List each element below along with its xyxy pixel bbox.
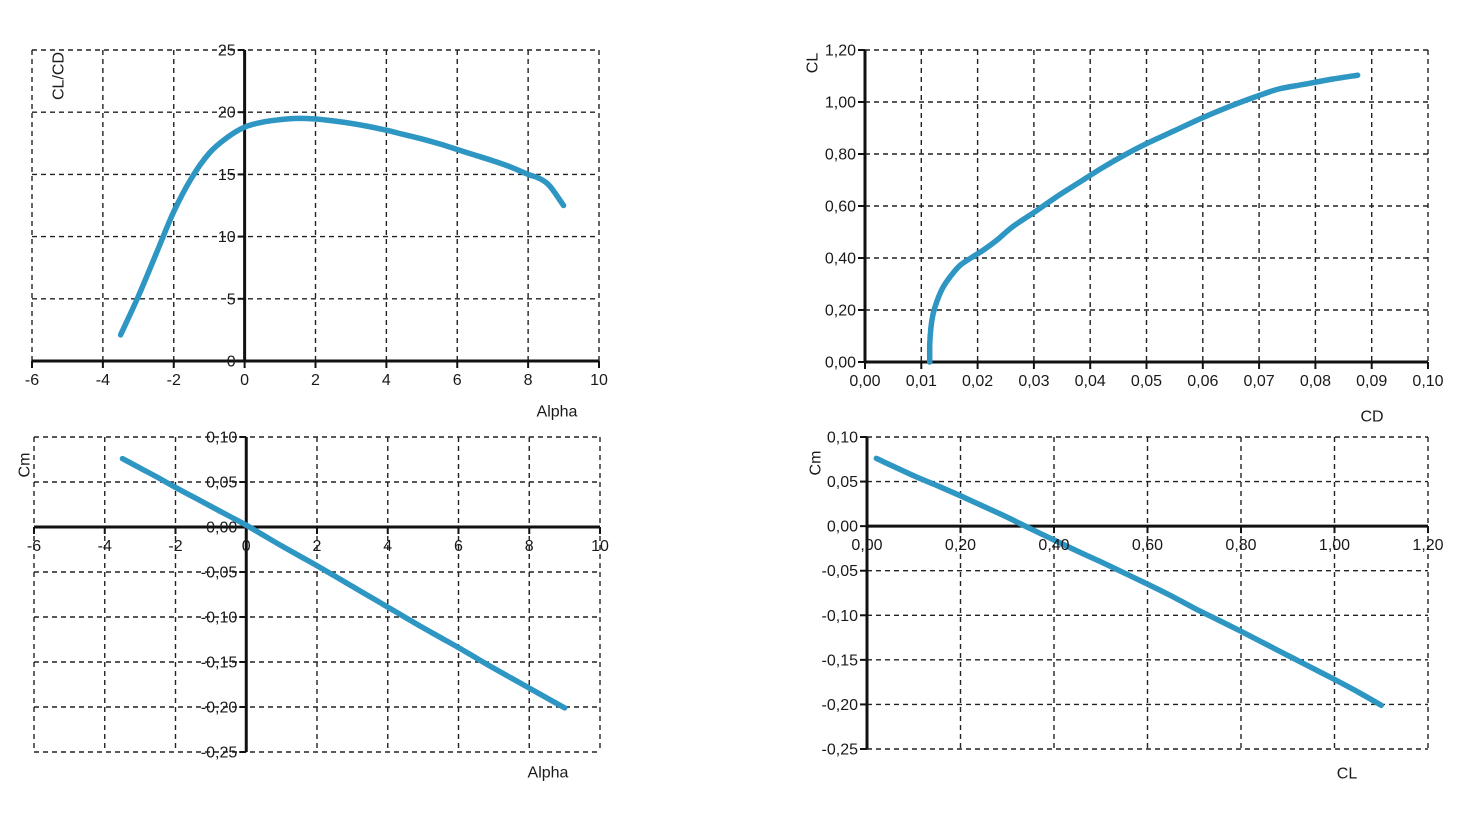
x-tick-label: 0,03 [1018, 373, 1049, 390]
gridlines [31, 49, 600, 361]
y-axis-title: Cm [808, 451, 825, 476]
x-tick-label: 0 [240, 372, 249, 389]
y-tick-label: 0,60 [825, 199, 856, 216]
x-tick-label: 4 [383, 538, 392, 555]
x-tick-label: 1,20 [1412, 537, 1443, 554]
x-tick-label: 0,01 [906, 373, 937, 390]
y-tick-label: 0,20 [825, 303, 856, 320]
x-axis-title: CD [1360, 409, 1383, 426]
y-tick-label: -0,15 [822, 652, 859, 669]
tick-marks [33, 436, 601, 753]
chart-clcd_vs_alpha: -6 -4 -2 0 2 4 6 8 10 0 5 10 15 20 25 Alpha CL/CD [25, 43, 608, 421]
data-curve [117, 115, 567, 338]
y-axis-title: CL/CD [51, 52, 68, 100]
y-tick-label: 25 [218, 43, 236, 60]
x-tick-label: 0,00 [851, 537, 882, 554]
x-axis-title: Alpha [528, 765, 569, 782]
y-tick-label: 0 [227, 354, 236, 371]
data-curve [926, 72, 1361, 365]
data-curve [873, 455, 1384, 709]
y-axis-title: CL [805, 53, 822, 74]
y-tick-label: -0,10 [822, 608, 859, 625]
y-tick-label: -0,05 [201, 565, 238, 582]
x-tick-label: 0 [242, 538, 251, 555]
x-tick-label: 0,05 [1131, 373, 1162, 390]
y-tick-label: 0,10 [206, 430, 237, 447]
y-tick-label: -0,05 [822, 563, 859, 580]
data-curve [119, 455, 568, 711]
tick-labels: -6 -4 -2 0 2 4 6 8 10 -0,25 -0,20 -0,15 -0,10 -0,05 0,… [27, 430, 609, 762]
x-tick-label: 10 [590, 372, 608, 389]
x-tick-label: 0,80 [1225, 537, 1256, 554]
gridlines [865, 49, 1429, 362]
x-tick-label: 0,06 [1187, 373, 1218, 390]
x-tick-label: -6 [25, 372, 39, 389]
chart-cm_vs_alpha: -6 -4 -2 0 2 4 6 8 10 -0,25 -0,20 -0,15 -0,10 -0,05 0,… [17, 430, 610, 782]
x-axis-title: CL [1337, 766, 1358, 783]
y-tick-label: -0,15 [201, 655, 238, 672]
y-tick-label: -0,20 [201, 700, 238, 717]
x-tick-label: -4 [98, 538, 112, 555]
y-tick-label: -0,10 [201, 610, 238, 627]
x-tick-label: -6 [27, 538, 41, 555]
x-tick-label: -2 [168, 538, 182, 555]
y-tick-label: 1,20 [825, 43, 856, 60]
tick-labels: 0,00 0,01 0,02 0,03 0,04 0,05 0,06 0,07 0,08 0,09… [825, 43, 1444, 391]
x-tick-label: 0,07 [1244, 373, 1275, 390]
x-tick-label: 0,00 [849, 373, 880, 390]
y-tick-label: 0,00 [827, 519, 858, 536]
y-tick-label: 1,00 [825, 95, 856, 112]
y-tick-label: 20 [218, 105, 236, 122]
x-tick-label: 0,40 [1038, 537, 1069, 554]
y-tick-label: 10 [218, 229, 236, 246]
x-axis-title: Alpha [537, 404, 578, 421]
tick-marks [31, 49, 600, 368]
tick-labels: 0,00 0,20 0,40 0,60 0,80 1,00 1,20 -0,25 -0,20 -0… [822, 430, 1444, 759]
x-tick-label: 4 [382, 372, 391, 389]
x-tick-label: 1,00 [1319, 537, 1350, 554]
y-axis-title: Cm [17, 453, 34, 478]
x-tick-label: 6 [454, 538, 463, 555]
gridlines [33, 436, 601, 753]
x-tick-label: 0,60 [1132, 537, 1163, 554]
x-tick-label: 8 [524, 372, 533, 389]
y-tick-label: -0,25 [822, 742, 859, 759]
y-tick-label: 5 [227, 291, 236, 308]
y-tick-label: -0,20 [822, 697, 859, 714]
y-tick-label: 0,00 [825, 355, 856, 372]
x-tick-label: 0,10 [1412, 373, 1443, 390]
x-tick-label: 6 [453, 372, 462, 389]
x-tick-label: 2 [311, 372, 320, 389]
y-tick-label: 15 [218, 167, 236, 184]
x-tick-label: 0,08 [1300, 373, 1331, 390]
x-tick-label: 10 [591, 538, 609, 555]
chart-cm_vs_cl: 0,00 0,20 0,40 0,60 0,80 1,00 1,20 -0,25 -0,20 -0… [808, 430, 1444, 783]
x-tick-label: 2 [313, 538, 322, 555]
x-tick-label: 0,02 [962, 373, 993, 390]
y-tick-label: 0,05 [827, 474, 858, 491]
y-tick-label: 0,40 [825, 251, 856, 268]
y-tick-label: 0,80 [825, 147, 856, 164]
y-tick-label: -0,25 [201, 745, 238, 762]
x-tick-label: -4 [96, 372, 110, 389]
x-tick-label: 0,20 [945, 537, 976, 554]
y-tick-label: 0,10 [827, 430, 858, 447]
tick-labels: -6 -4 -2 0 2 4 6 8 10 0 5 10 15 20 25 [25, 43, 608, 390]
tick-marks [860, 436, 1429, 750]
gridlines [867, 436, 1429, 750]
y-tick-label: 0,05 [206, 475, 237, 492]
x-tick-label: -2 [167, 372, 181, 389]
x-tick-label: 0,04 [1075, 373, 1106, 390]
x-tick-label: 0,09 [1356, 373, 1387, 390]
x-tick-label: 8 [525, 538, 534, 555]
y-tick-label: 0,00 [206, 520, 237, 537]
chart-cl_vs_cd: 0,00 0,01 0,02 0,03 0,04 0,05 0,06 0,07 0,08 0,09… [805, 43, 1444, 426]
tick-marks [858, 49, 1429, 369]
